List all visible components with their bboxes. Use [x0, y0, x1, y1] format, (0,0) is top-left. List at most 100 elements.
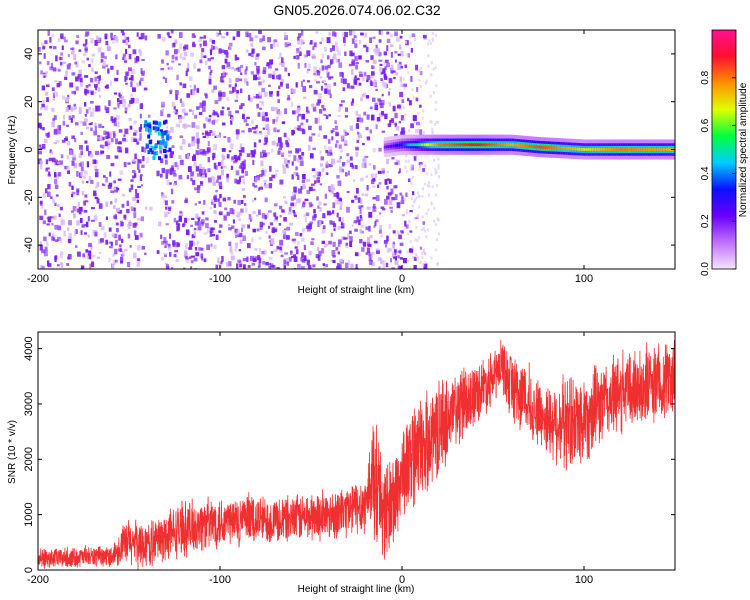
noise-cell — [164, 213, 168, 217]
noise-cell — [76, 170, 79, 177]
noise-cell — [91, 207, 95, 210]
noise-cell — [75, 40, 79, 45]
noise-cell — [126, 261, 131, 268]
noise-cell — [81, 60, 86, 64]
noise-cell — [305, 119, 309, 123]
noise-cell — [301, 113, 305, 120]
noise-cell — [133, 230, 137, 236]
noise-cell — [201, 48, 205, 53]
noise-cell — [121, 96, 124, 101]
noise-cell — [160, 110, 164, 117]
noise-cell — [419, 70, 423, 76]
noise-cell — [391, 267, 396, 269]
noise-cell — [370, 71, 375, 76]
noise-cell — [253, 185, 258, 188]
noise-cell — [268, 256, 273, 261]
noise-cell — [112, 131, 116, 135]
noise-cell — [188, 109, 192, 112]
blob-cell — [168, 147, 172, 152]
noise-cell — [315, 81, 320, 84]
noise-cell — [80, 131, 84, 136]
noise-cell — [366, 79, 369, 83]
noise-cell — [215, 264, 219, 269]
noise-cell — [123, 60, 128, 63]
noise-cell — [259, 247, 262, 254]
noise-cell — [306, 110, 310, 114]
noise-cell — [122, 137, 126, 142]
noise-cell — [437, 157, 440, 161]
noise-cell — [200, 53, 204, 59]
noise-cell — [297, 113, 301, 117]
noise-cell — [379, 67, 382, 73]
noise-cell — [113, 233, 118, 239]
noise-cell — [262, 153, 267, 158]
noise-cell — [370, 81, 374, 87]
noise-cell — [417, 194, 420, 198]
noise-cell — [86, 252, 90, 259]
noise-cell — [167, 113, 171, 118]
noise-cell — [273, 249, 278, 253]
noise-cell — [227, 136, 231, 143]
noise-cell — [40, 70, 43, 75]
noise-cell — [237, 259, 242, 263]
ridge-core — [454, 143, 457, 147]
noise-cell — [354, 56, 358, 61]
noise-cell — [313, 209, 316, 214]
noise-cell — [184, 44, 189, 50]
noise-cell — [214, 99, 219, 105]
noise-cell — [94, 122, 97, 128]
ridge-core — [483, 143, 487, 147]
noise-cell — [410, 182, 413, 186]
noise-cell — [404, 197, 407, 201]
noise-cell — [109, 171, 112, 177]
noise-cell — [112, 252, 116, 257]
noise-cell — [299, 160, 304, 166]
ridge-core — [480, 143, 483, 147]
noise-cell — [386, 195, 390, 200]
ridge-core — [509, 143, 512, 147]
ridge-core — [536, 145, 539, 149]
noise-cell — [167, 245, 172, 251]
noise-cell — [407, 159, 410, 163]
noise-cell — [232, 87, 235, 93]
noise-cell — [413, 217, 416, 221]
noise-cell — [60, 218, 64, 225]
ridge-core — [538, 145, 541, 149]
noise-cell — [173, 110, 177, 113]
noise-cell — [304, 198, 309, 201]
noise-cell — [380, 206, 385, 209]
noise-cell — [317, 205, 320, 209]
noise-cell — [56, 161, 60, 165]
noise-cell — [436, 184, 439, 188]
ridge-core — [496, 143, 499, 147]
noise-cell — [84, 223, 87, 227]
noise-cell — [421, 228, 424, 232]
noise-cell — [164, 262, 169, 265]
noise-cell — [375, 195, 380, 202]
noise-cell — [221, 91, 226, 97]
noise-cell — [358, 219, 361, 226]
noise-cell — [284, 252, 289, 255]
noise-cell — [108, 257, 111, 263]
noise-cell — [160, 234, 163, 240]
noise-cell — [130, 97, 135, 102]
noise-cell — [348, 63, 352, 67]
noise-cell — [71, 191, 76, 195]
noise-cell — [324, 264, 329, 268]
ridge-core — [665, 148, 669, 151]
noise-cell — [293, 171, 296, 176]
noise-cell — [239, 263, 243, 268]
noise-cell — [263, 179, 267, 183]
noise-cell — [372, 185, 376, 188]
noise-cell — [165, 264, 170, 269]
noise-cell — [42, 99, 45, 103]
noise-cell — [264, 112, 268, 117]
noise-cell — [236, 57, 240, 60]
noise-cell — [63, 230, 66, 237]
ridge-core — [554, 146, 558, 150]
noise-cell — [97, 136, 101, 140]
noise-cell — [272, 70, 276, 76]
ridge-core — [503, 143, 507, 147]
noise-cell — [399, 242, 404, 247]
noise-cell — [114, 259, 118, 263]
